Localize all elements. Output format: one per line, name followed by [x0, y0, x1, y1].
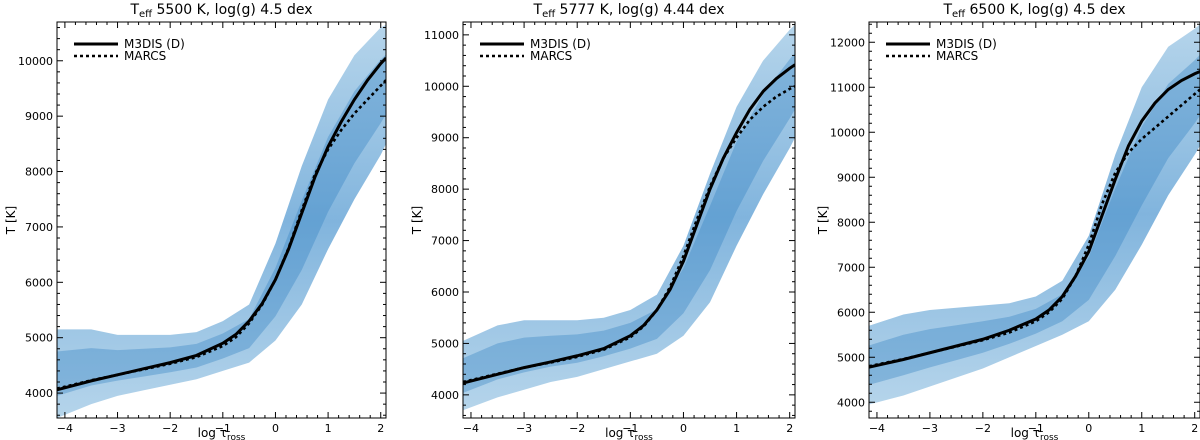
x-tick-label: −1 — [1028, 422, 1044, 435]
y-tick-label: 8000 — [431, 183, 459, 196]
x-tick-label: −4 — [463, 422, 479, 435]
x-tick-label: −1 — [622, 422, 638, 435]
y-tick-label: 9000 — [837, 171, 865, 184]
x-tick-label: −2 — [975, 422, 991, 435]
x-tick-label: 1 — [1138, 422, 1145, 435]
axes-frame — [868, 21, 1200, 419]
x-tick-label: −2 — [569, 422, 585, 435]
x-axis-label: log τross — [1011, 426, 1059, 440]
x-tick-label: 0 — [272, 422, 279, 435]
y-tick-label: 5000 — [431, 337, 459, 350]
x-tick-label: 2 — [377, 422, 384, 435]
y-axis-label: T [K] — [816, 206, 830, 235]
legend-label-marcs: MARCS — [124, 49, 166, 63]
x-tick-label: 0 — [1085, 422, 1092, 435]
y-tick-label: 10000 — [424, 80, 459, 93]
y-tick-label: 6000 — [431, 286, 459, 299]
y-tick-label: 6000 — [25, 276, 53, 289]
y-tick-label: 8000 — [25, 166, 53, 179]
x-tick-label: −3 — [922, 422, 938, 435]
x-tick-label: 1 — [733, 422, 740, 435]
x-axis-label: log τross — [198, 426, 246, 440]
legend-label-marcs: MARCS — [530, 49, 572, 63]
marcs-line — [57, 79, 386, 390]
y-tick-label: 4000 — [25, 387, 53, 400]
panel-2: −4 −3 −2 −1 0 1 2 4000 5000 6000 7000 8000 9000 10000… — [410, 2, 796, 440]
x-tick-label: 1 — [325, 422, 332, 435]
x-tick-label: −3 — [516, 422, 532, 435]
y-tick-label: 7000 — [25, 221, 53, 234]
x-axis-label: log τross — [605, 426, 653, 440]
m3dis-line — [463, 63, 795, 385]
y-tick-label: 11000 — [830, 81, 865, 94]
distribution-band — [57, 24, 386, 418]
distribution-core — [463, 52, 795, 393]
legend-label-m3dis: M3DIS (D) — [530, 37, 591, 51]
x-tick-label: 2 — [786, 422, 793, 435]
distribution-core — [57, 54, 386, 396]
x-tick-label: 2 — [1191, 422, 1198, 435]
y-tick-label: 4000 — [837, 396, 865, 409]
axes-frame — [56, 21, 387, 419]
y-tick-label: 11000 — [424, 29, 459, 42]
y-tick-label: 7000 — [431, 235, 459, 248]
panel-1: −4 −3 −2 −1 0 1 2 4000 5000 6000 7000 8000 9000 10000… — [4, 2, 387, 440]
m3dis-line — [57, 56, 386, 392]
chart-title: Teff 5777 K, log(g) 4.44 dex — [533, 2, 725, 20]
x-tick-label: −4 — [57, 422, 73, 435]
y-axis-label: T [K] — [4, 206, 18, 235]
x-tick-label: −1 — [215, 422, 231, 435]
x-tick-label: −2 — [162, 422, 178, 435]
y-tick-label: 7000 — [837, 261, 865, 274]
y-tick-label: 5000 — [837, 351, 865, 364]
legend-label-m3dis: M3DIS (D) — [936, 37, 997, 51]
m3dis-line — [869, 70, 1200, 369]
chart-title: Teff 6500 K, log(g) 4.5 dex — [942, 2, 1125, 20]
x-tick-label: −4 — [869, 422, 885, 435]
x-tick-label: −3 — [109, 422, 125, 435]
y-tick-label: 8000 — [837, 216, 865, 229]
y-tick-label: 9000 — [25, 110, 53, 123]
y-tick-label: 10000 — [18, 55, 53, 68]
chart-title: Teff 5500 K, log(g) 4.5 dex — [129, 2, 312, 20]
y-tick-label: 12000 — [830, 36, 865, 49]
panel-3: −4 −3 −2 −1 0 1 2 4000 5000 6000 7000 8000 9000 10000… — [816, 2, 1200, 440]
marcs-line — [463, 85, 795, 384]
x-tick-label: 0 — [680, 422, 687, 435]
legend-label-m3dis: M3DIS (D) — [124, 37, 185, 51]
distribution-band — [463, 24, 795, 411]
marcs-line — [869, 88, 1200, 368]
y-axis-label: T [K] — [410, 206, 424, 235]
y-tick-label: 9000 — [431, 132, 459, 145]
y-tick-label: 10000 — [830, 126, 865, 139]
y-tick-label: 6000 — [837, 306, 865, 319]
legend-label-marcs: MARCS — [936, 49, 978, 63]
y-tick-label: 5000 — [25, 332, 53, 345]
y-tick-label: 4000 — [431, 389, 459, 402]
distribution-band — [869, 24, 1200, 405]
